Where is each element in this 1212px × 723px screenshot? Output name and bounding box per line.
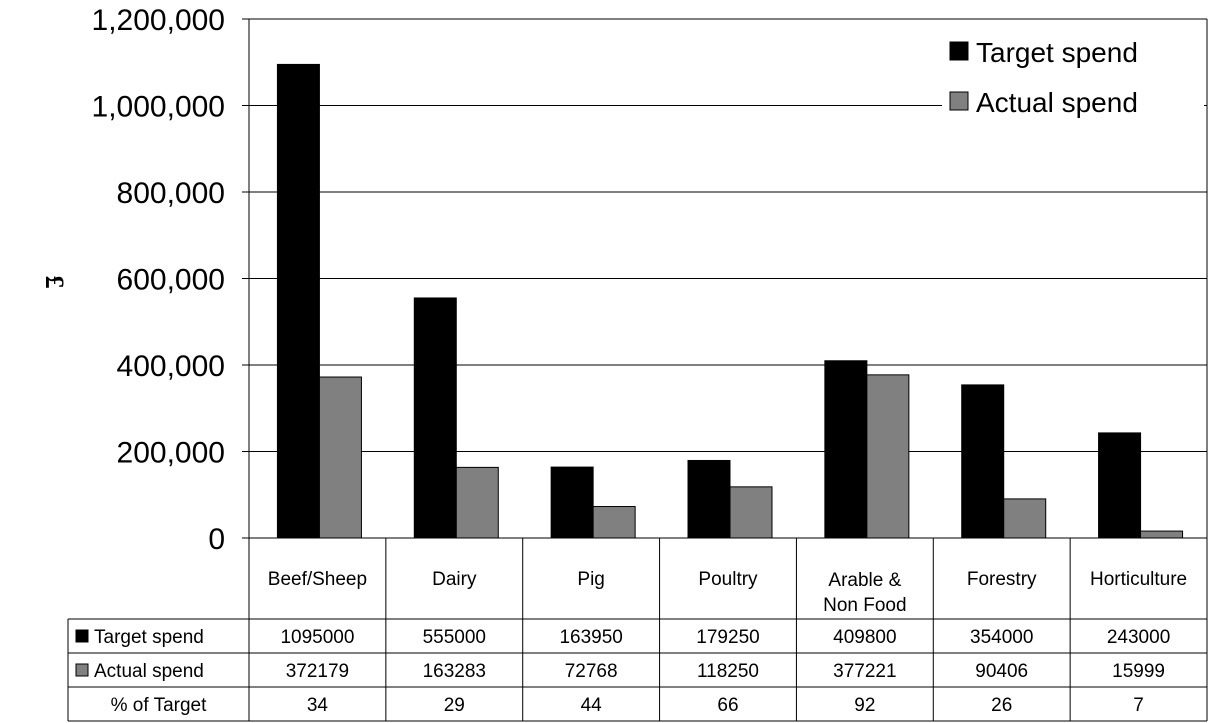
table-cell: 34 [307, 695, 329, 716]
bar-target [824, 360, 868, 539]
table-cell: 1095000 [280, 627, 354, 648]
table-cell: 377221 [833, 661, 896, 682]
table-cell: 72768 [565, 661, 618, 682]
y-tick-label: 1,000,000 [92, 91, 225, 124]
bar-target [961, 384, 1005, 539]
table-cell: 555000 [423, 627, 486, 648]
bars [276, 63, 1184, 539]
legend-box [942, 30, 1204, 130]
x-category-label: Beef/Sheep [268, 569, 367, 590]
table-cell: 66 [717, 695, 738, 716]
x-category-label: Horticulture [1090, 569, 1187, 590]
y-tick-label: 800,000 [117, 177, 225, 210]
y-tick-label: 400,000 [117, 350, 225, 383]
table-cell: 90406 [975, 661, 1028, 682]
y-axis-label: £ [40, 276, 69, 289]
x-category-label: Pig [577, 569, 604, 590]
legend-swatch [949, 91, 969, 111]
legend-swatch [949, 41, 969, 61]
bar-actual [592, 506, 636, 539]
x-category-label: Poultry [698, 569, 758, 590]
table-cell: 243000 [1107, 627, 1170, 648]
table-cell: 7 [1133, 695, 1144, 716]
table-legend-key [75, 663, 89, 677]
legend-label: Target spend [976, 37, 1138, 68]
bar-actual [1140, 530, 1184, 539]
bar-actual [1003, 498, 1047, 539]
table-row-header: Target spend [94, 627, 204, 648]
bar-target [550, 466, 594, 539]
table-row-header: Actual spend [94, 661, 204, 682]
table-cell: 29 [444, 695, 465, 716]
table-cell: 26 [991, 695, 1012, 716]
table-legend-key [75, 629, 89, 643]
table-cell: 179250 [696, 627, 759, 648]
table-cell: 409800 [833, 627, 896, 648]
bar-target [413, 297, 457, 539]
bar-actual [318, 376, 362, 539]
table-cell: 354000 [970, 627, 1033, 648]
bar-actual [866, 374, 910, 539]
table-cell: 44 [581, 695, 603, 716]
axes: 0 200,000 400,000 600,000 800,000 1,000,000 1,… [92, 4, 1208, 556]
x-category-label: Dairy [432, 569, 477, 590]
y-tick-label: 200,000 [117, 437, 225, 470]
table-cell: 372179 [286, 661, 349, 682]
legend-label: Actual spend [976, 87, 1138, 118]
data-table: Beef/Sheep Dairy Pig Poultry Arable & Non Foo… [67, 538, 1208, 722]
x-category-label: Forestry [967, 569, 1037, 590]
table-row-header: % of Target [111, 695, 207, 716]
y-tick-label: 0 [208, 523, 225, 556]
bar-target [1098, 432, 1142, 539]
y-tick-label: 600,000 [117, 264, 225, 297]
bar-actual [455, 466, 499, 539]
y-tick-label: 1,200,000 [92, 4, 225, 37]
table-cell: 92 [854, 695, 875, 716]
bar-target [276, 63, 320, 539]
table-cell: 15999 [1112, 661, 1165, 682]
table-cell: 118250 [697, 661, 759, 682]
bar-target [687, 459, 731, 539]
table-cell: 163283 [423, 661, 486, 682]
bar-actual [729, 486, 773, 539]
table-cell: 163950 [559, 627, 622, 648]
legend: Target spend Actual spend [942, 30, 1204, 130]
gridlines [249, 18, 1207, 452]
x-category-label: Arable & Non Food [823, 570, 906, 616]
